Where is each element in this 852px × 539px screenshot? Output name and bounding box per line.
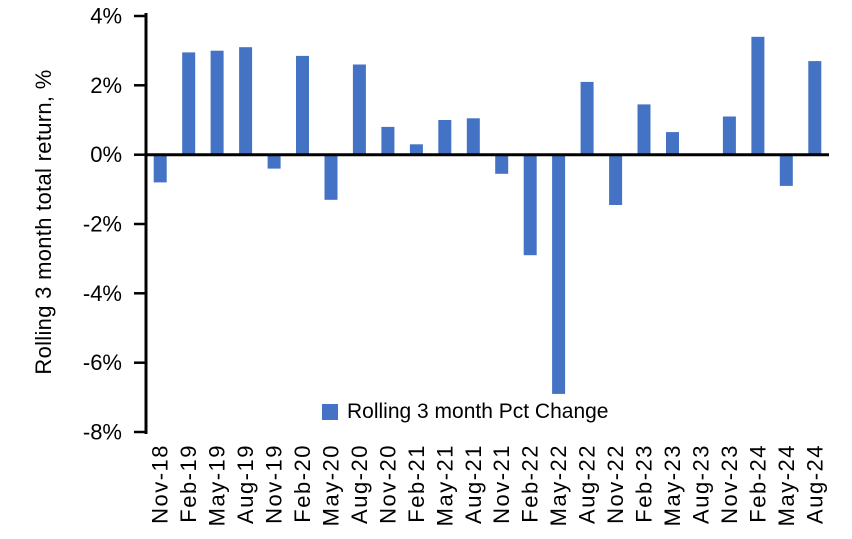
bar-Nov-19	[267, 154, 281, 169]
y-tick-label: -2%	[83, 212, 122, 237]
bar-Aug-21	[466, 118, 480, 155]
bar-May-23	[666, 132, 679, 155]
bar-Nov-23	[722, 116, 736, 155]
y-tick-label: -4%	[83, 281, 122, 306]
x-tick-label: Aug-22	[575, 444, 600, 524]
y-axis-title: Rolling 3 month total return, %	[31, 69, 56, 375]
bar-May-19	[210, 50, 224, 155]
bar-Aug-20	[352, 64, 366, 155]
bar-May-21	[438, 120, 452, 155]
bar-Feb-23	[637, 104, 651, 155]
x-tick-label: Nov-18	[148, 444, 173, 524]
bar-Aug-19	[239, 47, 253, 155]
y-tick-label: 2%	[90, 73, 122, 98]
x-tick-label: May-22	[546, 444, 571, 526]
x-tick-label: Feb-24	[745, 444, 770, 523]
bar-May-24	[779, 154, 793, 186]
bar-Aug-24	[808, 61, 822, 155]
x-tick-label: Aug-21	[461, 444, 486, 524]
x-tick-label: Nov-22	[603, 444, 628, 524]
legend-swatch-icon	[322, 404, 338, 420]
x-tick-label: Nov-21	[489, 444, 514, 524]
bar-Nov-18	[153, 154, 167, 183]
x-tick-label: Nov-20	[375, 444, 400, 524]
y-tick-label: 0%	[90, 142, 122, 167]
bar-Feb-20	[296, 55, 309, 155]
bar-Nov-20	[381, 126, 395, 155]
x-tick-label: Feb-20	[290, 444, 315, 523]
legend-label: Rolling 3 month Pct Change	[347, 400, 609, 423]
x-tick-label: Nov-23	[717, 444, 742, 524]
x-tick-label: Feb-22	[518, 444, 543, 523]
x-tick-label: May-23	[660, 444, 685, 526]
y-tick-label: -6%	[83, 350, 122, 375]
bar-Feb-19	[182, 52, 196, 155]
bar-Feb-24	[751, 36, 765, 155]
bar-May-22	[552, 154, 566, 394]
bar-Feb-22	[523, 154, 537, 256]
x-tick-label: May-20	[319, 444, 344, 526]
x-tick-label: Feb-21	[404, 444, 429, 523]
bar-Nov-21	[495, 154, 509, 174]
x-tick-label: Aug-19	[233, 444, 258, 524]
bar-Aug-22	[580, 81, 594, 155]
bar-Feb-21	[409, 144, 423, 155]
x-tick-label: May-21	[432, 444, 457, 526]
x-tick-label: Aug-20	[347, 444, 372, 524]
y-tick-label: -8%	[83, 420, 122, 445]
x-tick-label: May-19	[205, 444, 230, 526]
legend: Rolling 3 month Pct Change	[322, 400, 609, 424]
bar-May-20	[324, 154, 338, 200]
x-tick-label: Nov-19	[262, 444, 287, 524]
x-tick-label: Aug-23	[688, 444, 713, 524]
x-tick-label: Aug-24	[802, 444, 827, 524]
x-tick-label: Feb-23	[632, 444, 657, 523]
x-tick-label: May-24	[774, 444, 799, 526]
x-tick-label: Feb-19	[176, 444, 201, 523]
bar-Nov-22	[609, 154, 623, 205]
y-tick-label: 4%	[90, 4, 122, 29]
